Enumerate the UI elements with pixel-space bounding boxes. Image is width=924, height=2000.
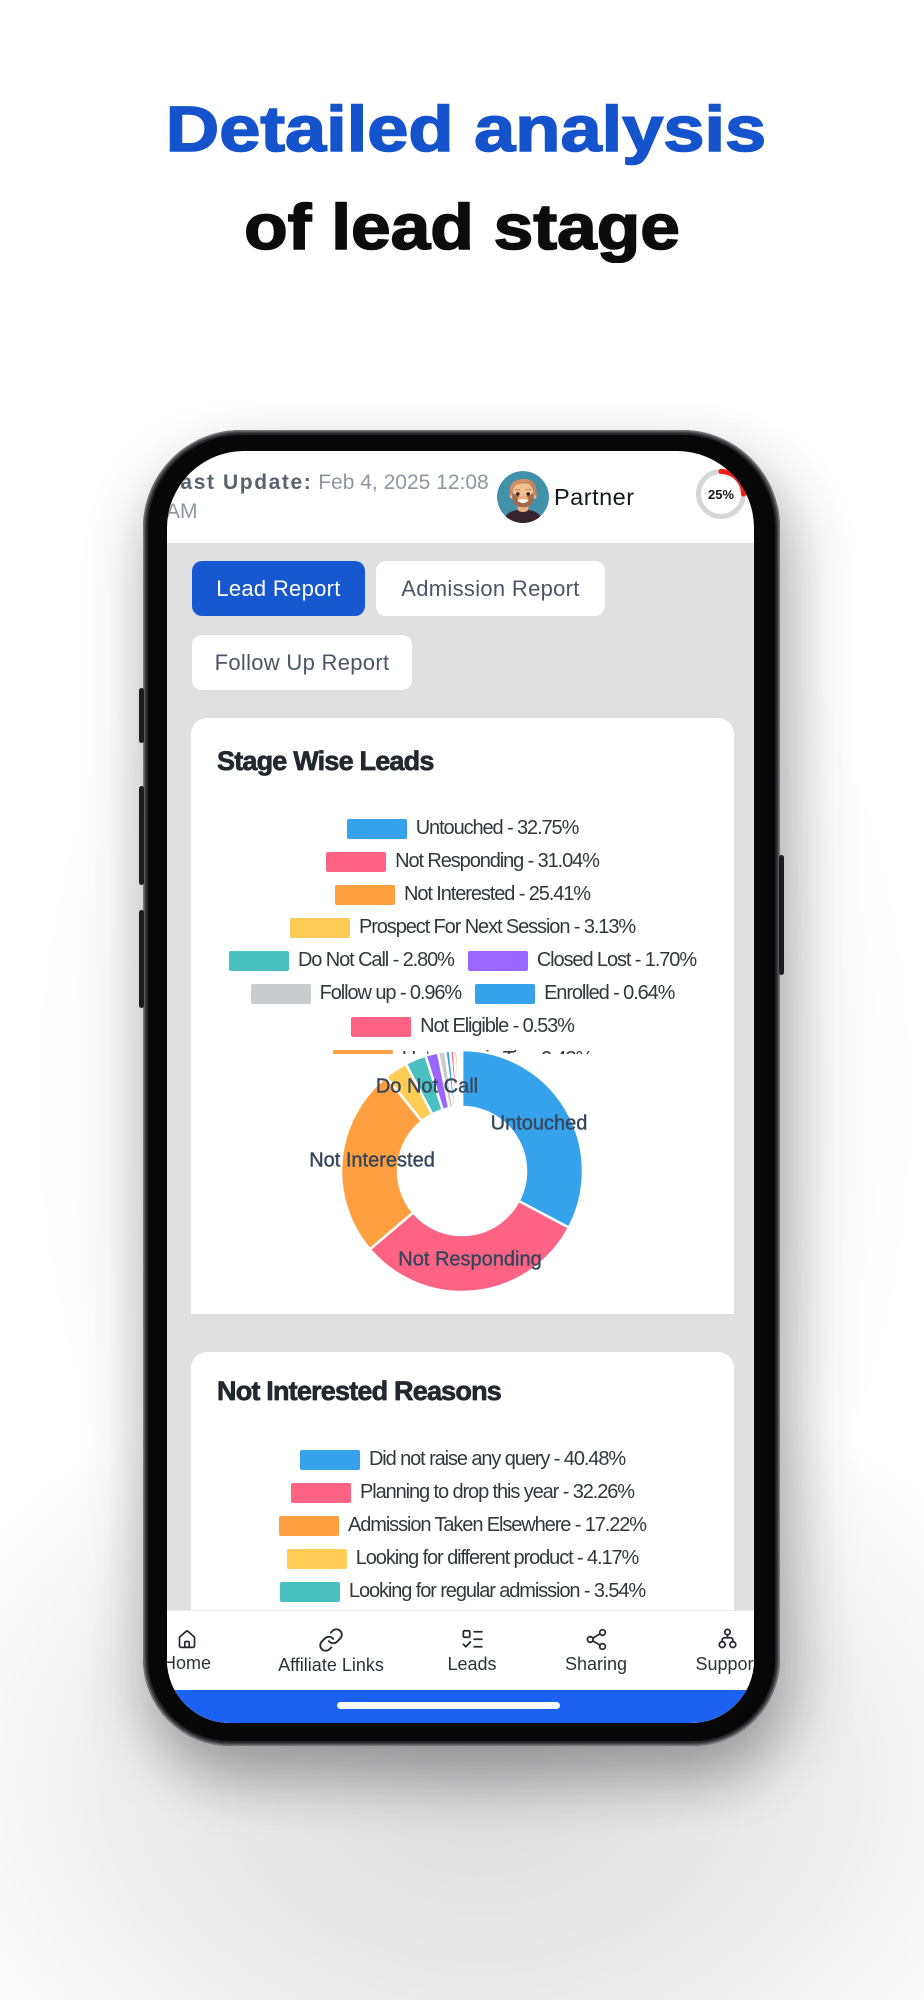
svg-text:25%: 25% [708,487,734,502]
